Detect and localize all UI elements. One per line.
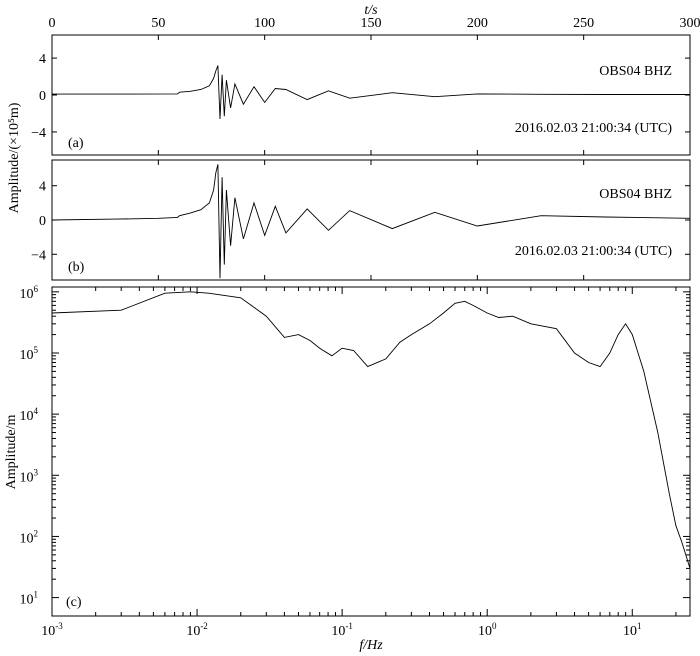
panel-c-frame	[51, 286, 691, 617]
x-tick-label: 50	[151, 16, 165, 31]
panel-b-station-label: OBS04 BHZ	[599, 187, 672, 202]
panel-a: 0 50 100 150 200 250 300 −4 0 4 t/s OBS04 BHZ 20…	[31, 3, 700, 280]
panel-a-x-ticks: 0 50 100 150 200 250 300	[49, 16, 700, 280]
x-tick-label: 150	[361, 16, 382, 31]
x-tick-label: 200	[467, 16, 488, 31]
waveform-y-axis-label: Amplitude/(×10⁵m)	[7, 102, 22, 213]
x-tick-label: 10-3	[41, 621, 63, 639]
y-tick-label: −4	[31, 126, 46, 141]
y-tick-label: 0	[39, 89, 46, 104]
panel-a-time-label: 2016.02.03 21:00:34 (UTC)	[515, 121, 672, 136]
y-tick-label: 4	[39, 52, 46, 67]
panel-c-y-ticks: 101 102 103 104 105 106	[20, 284, 690, 608]
panel-b: −4 0 4 OBS04 BHZ 2016.02.03 21:00:34 (UTC)…	[31, 159, 691, 281]
panel-b-waveform	[51, 164, 691, 279]
y-tick-label: 102	[20, 528, 39, 546]
x-tick-exponent: -3	[55, 621, 63, 631]
x-tick-label: 10-1	[331, 621, 353, 639]
panel-b-time-label: 2016.02.03 21:00:34 (UTC)	[515, 244, 672, 259]
spectrum-y-axis-label: Amplitude/m	[4, 415, 19, 490]
frequency-axis-label: f/Hz	[359, 638, 383, 653]
panel-a-label: (a)	[68, 136, 84, 151]
x-tick-exponent: -2	[200, 621, 208, 631]
x-tick-label: 300	[680, 16, 700, 31]
x-tick-exponent: 1	[637, 621, 642, 631]
y-tick-label: 106	[20, 284, 39, 302]
x-tick-label: 10-2	[186, 621, 208, 639]
panel-a-y-ticks: −4 0 4	[31, 52, 690, 141]
x-tick-exponent: 0	[492, 621, 497, 631]
x-tick-label: 101	[623, 621, 642, 639]
y-tick-exponent: 6	[34, 284, 39, 294]
y-tick-exponent: 1	[34, 590, 39, 600]
y-tick-exponent: 4	[34, 406, 39, 416]
panel-c-spectrum	[51, 291, 691, 569]
y-tick-exponent: 2	[34, 528, 39, 538]
y-tick-label: 101	[20, 590, 39, 608]
y-tick-label: 105	[20, 345, 39, 363]
y-tick-exponent: 5	[34, 345, 39, 355]
panel-a-station-label: OBS04 BHZ	[599, 64, 672, 79]
panel-a-waveform	[52, 65, 690, 120]
panel-b-y-ticks: −4 0 4	[31, 180, 690, 263]
x-tick-exponent: -1	[345, 621, 353, 631]
panel-b-label: (b)	[68, 260, 85, 275]
x-tick-label: 250	[573, 16, 594, 31]
time-axis-label: t/s	[364, 3, 378, 18]
y-tick-label: 104	[20, 406, 39, 424]
x-tick-label: 100	[478, 621, 497, 639]
y-tick-label: 103	[20, 467, 39, 485]
panel-c-label: (c)	[66, 595, 82, 610]
panel-c-x-ticks: 10-3 10-2 10-1 100 101	[41, 287, 677, 639]
x-tick-label: 100	[254, 16, 275, 31]
x-tick-label: 0	[49, 16, 56, 31]
y-tick-label: 0	[39, 214, 46, 229]
y-tick-label: −4	[31, 248, 46, 263]
y-tick-label: 4	[39, 180, 46, 195]
y-tick-exponent: 3	[34, 467, 39, 477]
